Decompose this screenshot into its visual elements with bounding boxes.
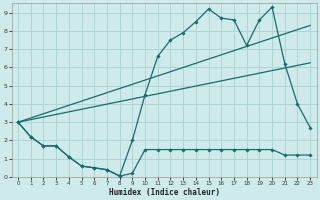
X-axis label: Humidex (Indice chaleur): Humidex (Indice chaleur) bbox=[108, 188, 220, 197]
